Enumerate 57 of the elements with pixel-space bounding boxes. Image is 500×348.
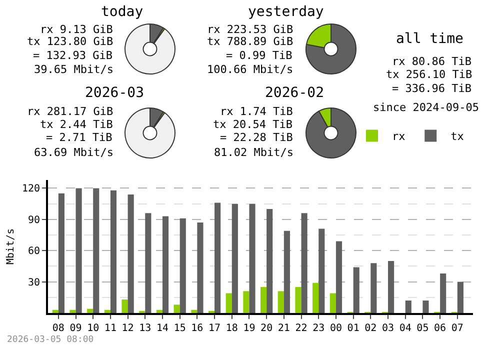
x-tick-label: 00 xyxy=(330,322,342,334)
x-tick-label: 18 xyxy=(226,322,238,334)
x-tick-label: 14 xyxy=(156,322,169,334)
y-tick-label: 120 xyxy=(22,184,40,195)
x-tick-label: 08 xyxy=(52,322,64,334)
x-tick-label: 15 xyxy=(174,322,186,334)
x-tick-label: 01 xyxy=(347,322,360,334)
text: 63.69 Mbit/s xyxy=(34,146,114,159)
x-tick-label: 06 xyxy=(434,322,446,334)
x-tick-label: 04 xyxy=(399,322,412,334)
text: = 0.99 TiB xyxy=(226,49,293,62)
x-tick-label: 20 xyxy=(260,322,273,334)
text: rx 281.17 GiB xyxy=(27,105,114,118)
x-tick-label: 19 xyxy=(243,322,256,334)
chart-title: today xyxy=(101,4,144,20)
legend-label: rx xyxy=(392,130,406,144)
x-tick-label: 05 xyxy=(416,322,429,334)
x-tick-label: 11 xyxy=(104,322,116,334)
x-tick-label: 21 xyxy=(278,322,290,334)
x-tick-label: 23 xyxy=(312,322,325,334)
text: 100.66 Mbit/s xyxy=(207,63,294,76)
text: tx 2.44 TiB xyxy=(40,118,114,131)
text: = 132.93 GiB xyxy=(33,49,113,62)
x-tick-label: 09 xyxy=(70,322,82,334)
text: tx 256.10 TiB xyxy=(386,68,472,81)
x-tick-label: 07 xyxy=(451,322,464,334)
x-tick-label: 16 xyxy=(191,322,204,334)
chart-title: 2026-03 xyxy=(85,85,144,101)
text: tx 123.80 GiB xyxy=(27,35,114,48)
text: 39.65 Mbit/s xyxy=(34,63,114,76)
text: = 336.96 TiB xyxy=(392,82,472,95)
x-tick-label: 17 xyxy=(208,322,221,334)
chart-title: 2026-02 xyxy=(265,85,324,101)
x-tick-label: 02 xyxy=(364,322,377,334)
legend-label: tx xyxy=(450,130,464,144)
text: rx 223.53 GiB xyxy=(207,23,294,36)
chart-title: yesterday xyxy=(248,4,324,20)
text: 81.02 Mbit/s xyxy=(214,146,294,159)
x-tick-label: 12 xyxy=(122,322,134,334)
y-tick-label: 30 xyxy=(28,277,40,288)
x-tick-label: 03 xyxy=(382,322,394,334)
text: rx 9.13 GiB xyxy=(40,23,114,36)
text: since 2024-09-05 xyxy=(373,101,479,114)
text: tx 20.54 TiB xyxy=(213,118,293,131)
text: rx 1.74 TiB xyxy=(220,105,294,118)
text: all time xyxy=(396,31,464,47)
x-tick-label: 22 xyxy=(295,322,308,334)
x-tick-label: 10 xyxy=(87,322,100,334)
y-tick-label: 60 xyxy=(28,246,40,258)
text: rx 80.86 TiB xyxy=(392,55,472,68)
y-tick-label: 90 xyxy=(28,214,40,226)
x-tick-label: 13 xyxy=(139,322,152,334)
text: 2026-03-05 08:00 xyxy=(7,335,94,345)
text: = 2.71 TiB xyxy=(46,131,113,144)
text: tx 788.89 GiB xyxy=(207,35,294,48)
y-axis-title: Mbit/s xyxy=(5,228,16,265)
text: = 22.28 TiB xyxy=(220,131,294,144)
